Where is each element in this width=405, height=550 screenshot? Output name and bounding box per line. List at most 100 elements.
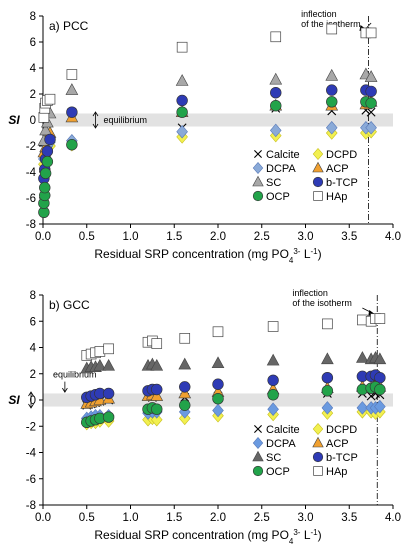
data-point-b-tcp	[212, 378, 224, 390]
data-point-sc	[102, 358, 115, 371]
inflection-label: inflection	[301, 9, 337, 19]
series-ocp	[81, 381, 386, 429]
data-point-sc	[65, 83, 79, 95]
data-point-sc	[364, 70, 378, 82]
data-point-b-tcp	[179, 381, 191, 393]
data-point-dcpa	[267, 402, 279, 416]
x-axis-label-part: L	[300, 528, 310, 542]
y-tick-label: 8	[30, 290, 36, 302]
data-point-ocp	[41, 155, 54, 168]
data-point-dcpa	[374, 399, 386, 414]
data-point-hap	[365, 27, 377, 39]
data-point-b-tcp	[41, 145, 54, 157]
data-point-b-tcp	[326, 84, 338, 96]
data-point-sc	[266, 353, 280, 366]
data-point-hap	[326, 23, 338, 35]
legend-marker-b-tcp	[312, 451, 324, 463]
data-point-calcite	[366, 391, 376, 401]
data-point-b-tcp	[374, 371, 386, 384]
data-point-sc	[39, 123, 52, 136]
data-point-ocp	[39, 181, 51, 194]
equilibrium-bracket-up	[28, 391, 34, 397]
panel-pcc: 8 6 4 2 0 -2 -4 -6 -80.0 0.5 1.0 1.5 2.0 2.5 3.0 3.5 4.0…	[8, 9, 401, 265]
x-axis-label-part: 4	[289, 256, 294, 265]
data-point-ocp	[365, 97, 377, 109]
data-point-ocp	[267, 389, 279, 401]
inflection-label: inflection	[292, 288, 328, 298]
legend-label: DCPD	[326, 424, 357, 436]
x-tick-label: 0.0	[35, 512, 51, 524]
x-tick-label: 2.5	[254, 231, 270, 243]
data-point-sc	[269, 72, 283, 85]
legend-marker-dcpd	[312, 422, 324, 436]
legend-label: OCP	[266, 466, 290, 478]
y-axis-label: SI	[8, 113, 20, 127]
data-point-ocp	[326, 96, 338, 108]
y-tick-label: 2	[30, 89, 36, 101]
legend-label: DCPA	[266, 163, 296, 175]
data-point-sc	[93, 358, 107, 371]
legend-label: Calcite	[266, 424, 300, 436]
data-point-sc	[356, 351, 369, 363]
data-point-ocp	[66, 139, 78, 151]
equilibrium-bracket-down	[28, 403, 34, 409]
data-point-hap	[179, 333, 191, 344]
y-tick-label: -6	[26, 193, 36, 205]
legend-label: HAp	[326, 191, 347, 203]
legend-marker-dcpa	[252, 161, 264, 175]
x-tick-label: 3.5	[341, 231, 357, 243]
data-point-ocp	[179, 399, 191, 411]
legend-label: b-TCP	[326, 177, 358, 189]
legend-marker-sc	[252, 450, 264, 462]
equilibrium-band	[43, 113, 393, 127]
x-tick-label: 1.0	[123, 512, 139, 524]
data-point-hap	[322, 318, 333, 330]
y-tick-label: -4	[26, 167, 37, 179]
data-point-b-tcp	[176, 94, 188, 107]
data-point-b-tcp	[321, 371, 334, 384]
x-axis-label: Residual SRP concentration (mg PO43- L-1…	[94, 528, 321, 546]
legend-label: OCP	[266, 191, 290, 203]
data-point-calcite-stroke	[366, 391, 376, 401]
legend-marker-calcite-stroke	[254, 150, 262, 158]
equilibrium-arrowhead-up	[92, 111, 99, 117]
x-tick-label: 1.5	[166, 231, 182, 243]
legend-label: DCPD	[326, 149, 357, 161]
data-point-ocp	[374, 383, 386, 396]
x-axis-label-part: Residual SRP concentration (mg PO	[94, 528, 289, 542]
legend-marker-calcite	[254, 425, 262, 433]
equilibrium-label: equilibrium	[104, 115, 148, 125]
data-point-sc	[178, 357, 192, 370]
x-axis-label-part: 3-	[293, 528, 300, 537]
x-tick-label: 0.5	[79, 512, 95, 524]
y-tick-label: 0	[30, 115, 36, 127]
data-point-ocp	[176, 106, 188, 118]
data-point-sc	[325, 68, 339, 81]
data-point-hap	[151, 338, 163, 349]
x-axis-label-part: )	[318, 247, 322, 261]
legend-label: b-TCP	[326, 452, 358, 464]
x-tick-label: 2.5	[254, 512, 270, 524]
y-axis-label: SI	[8, 393, 20, 407]
legend-marker-dcpd	[312, 147, 324, 161]
equilibrium-label: equilibrium	[53, 370, 97, 380]
legend-marker-acp	[312, 436, 324, 448]
data-point-sc	[321, 352, 334, 365]
data-point-b-tcp	[270, 86, 282, 99]
data-point-ocp	[321, 385, 334, 397]
panel-label: b) GCC	[49, 298, 90, 312]
data-point-b-tcp	[44, 133, 56, 146]
data-point-ocp	[270, 99, 282, 112]
data-point-ocp	[102, 411, 115, 423]
inflection-label: of the isotherm	[292, 298, 352, 308]
legend-label: SC	[266, 452, 281, 464]
y-tick-label: -2	[26, 141, 36, 153]
legend: Calcite DCPD DCPA ACP SC b-TCP OCP HAp	[252, 422, 358, 478]
data-point-dcpa	[356, 401, 369, 415]
legend-marker-ocp	[252, 465, 264, 477]
x-tick-label: 3.5	[341, 512, 357, 524]
y-tick-label: 4	[30, 63, 37, 75]
data-point-hap	[38, 112, 50, 123]
data-point-dcpa	[212, 403, 224, 418]
